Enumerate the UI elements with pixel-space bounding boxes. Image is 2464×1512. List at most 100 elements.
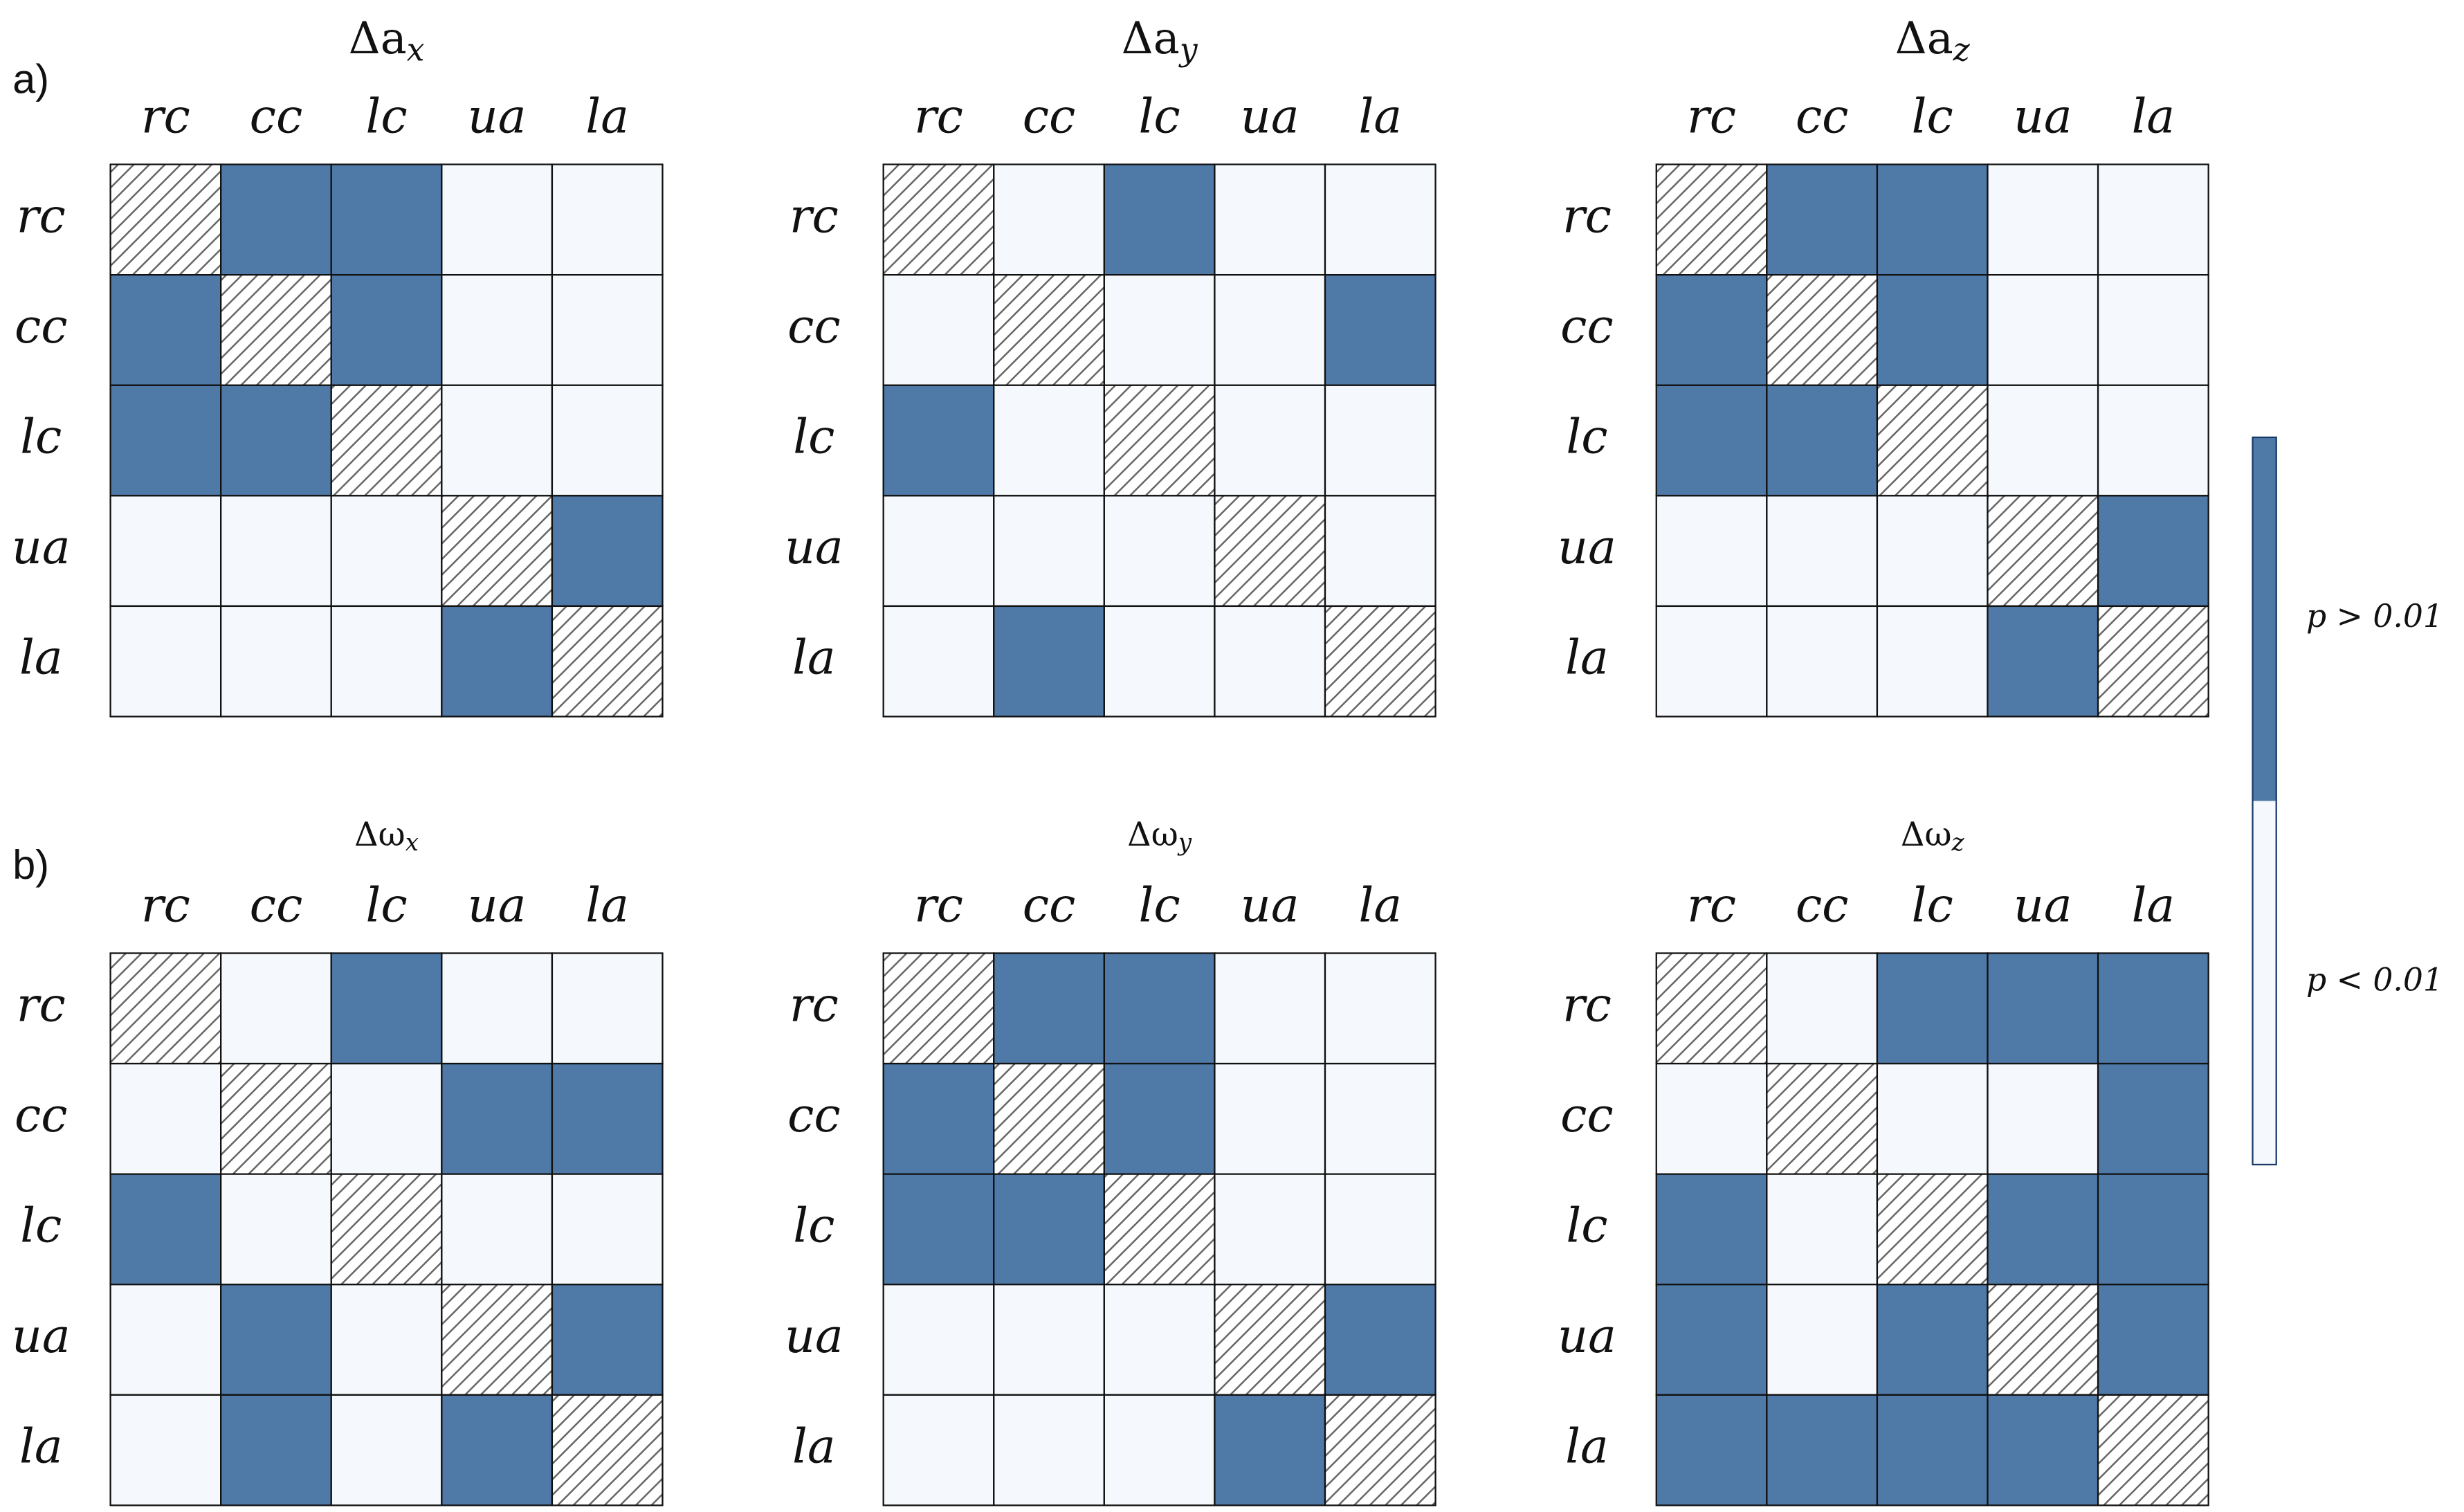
cell	[109, 1173, 222, 1286]
cell	[1876, 274, 1989, 386]
cell	[2097, 1284, 2209, 1396]
cell	[1766, 952, 1879, 1065]
cell	[330, 163, 443, 276]
cell	[441, 163, 554, 276]
diagonal-cell	[1987, 1284, 2099, 1396]
diagonal-cell	[109, 952, 222, 1065]
cell	[1103, 1062, 1216, 1175]
cell	[220, 952, 332, 1065]
diagonal-cell	[993, 274, 1105, 386]
cell	[1987, 163, 2099, 276]
row-label: rc	[1562, 189, 1612, 244]
cell	[1103, 952, 1216, 1065]
cell	[109, 605, 222, 718]
cell	[2097, 952, 2209, 1065]
column-label: lc	[1139, 879, 1180, 933]
row-label: cc	[15, 300, 68, 354]
cell	[1987, 1394, 2099, 1506]
cell	[441, 1062, 554, 1175]
cell	[330, 1062, 443, 1175]
row-label: rc	[1562, 978, 1612, 1032]
colorbar-segment	[2252, 437, 2276, 801]
diagonal-cell	[1876, 1173, 1989, 1286]
cell	[441, 1173, 554, 1286]
row-label: lc	[793, 410, 834, 465]
diagonal-cell	[1214, 1284, 1326, 1396]
cell	[2097, 495, 2209, 608]
cell	[1655, 1062, 1768, 1175]
column-label: la	[1358, 879, 1402, 933]
cell	[330, 605, 443, 718]
column-label: cc	[1023, 90, 1076, 145]
title-base: Δa	[1122, 12, 1180, 64]
row-label: la	[1565, 631, 1609, 686]
cell	[1987, 952, 2099, 1065]
column-label: ua	[468, 879, 527, 933]
diagonal-cell	[1214, 495, 1326, 608]
cell	[441, 1394, 554, 1506]
cell	[882, 1284, 995, 1396]
cell	[993, 384, 1105, 497]
cell	[220, 1284, 332, 1396]
cell	[1214, 1173, 1326, 1286]
cell	[1766, 163, 1879, 276]
cell	[993, 495, 1105, 608]
column-label: la	[2132, 90, 2175, 145]
column-label: ua	[2014, 879, 2072, 933]
cell	[1987, 1173, 2099, 1286]
cell	[1766, 1284, 1879, 1396]
cell	[993, 952, 1105, 1065]
cell	[551, 274, 664, 386]
cell	[1324, 163, 1436, 276]
column-label: lc	[1912, 879, 1953, 933]
title-sub: x	[407, 31, 425, 68]
cell	[1876, 1062, 1989, 1175]
column-label: rc	[141, 879, 190, 933]
cell	[1766, 495, 1879, 608]
cell	[330, 952, 443, 1065]
colorbar-segment	[2252, 801, 2276, 1165]
column-label: la	[2132, 879, 2175, 933]
cell	[993, 1173, 1105, 1286]
cell	[220, 605, 332, 718]
cell	[1766, 1394, 1879, 1506]
chart-title: Δay	[1122, 12, 1198, 68]
column-label: la	[585, 90, 629, 145]
panel-label: a)	[12, 56, 49, 102]
diagonal-cell	[993, 1062, 1105, 1175]
column-label: lc	[1139, 90, 1180, 145]
cell	[1655, 1173, 1768, 1286]
diagonal-cell	[1876, 384, 1989, 497]
row-label: ua	[1558, 1309, 1616, 1364]
cell	[551, 495, 664, 608]
cell	[220, 384, 332, 497]
cell	[1103, 1394, 1216, 1506]
column-label: rc	[1687, 90, 1736, 145]
column-label: lc	[1912, 90, 1953, 145]
cell	[1103, 163, 1216, 276]
row-label: ua	[12, 520, 71, 575]
cell	[330, 274, 443, 386]
cell	[1655, 1284, 1768, 1396]
cell	[1103, 1284, 1216, 1396]
column-label: rc	[914, 879, 963, 933]
cell	[441, 605, 554, 718]
cell	[1103, 495, 1216, 608]
cell	[1987, 274, 2099, 386]
row-label: lc	[1566, 410, 1607, 465]
title-sub: y	[1177, 829, 1192, 857]
row-label: ua	[785, 520, 843, 575]
cell	[1876, 495, 1989, 608]
column-label: la	[585, 879, 629, 933]
cell	[1876, 1284, 1989, 1396]
cell	[1324, 952, 1436, 1065]
cell	[1324, 1284, 1436, 1396]
diagonal-cell	[1103, 384, 1216, 497]
row-label: rc	[17, 978, 66, 1032]
column-label: lc	[365, 879, 407, 933]
cell	[1876, 1394, 1989, 1506]
chart-title: Δωx	[354, 815, 419, 857]
cell	[1103, 274, 1216, 386]
title-base: Δω	[1901, 815, 1952, 853]
